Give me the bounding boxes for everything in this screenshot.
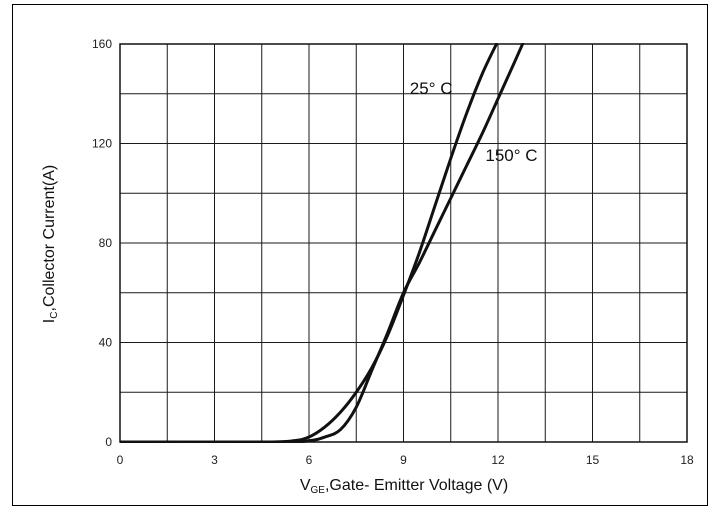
x-tick-label: 0 xyxy=(117,453,124,467)
y-tick-label: 80 xyxy=(99,236,113,250)
plot-border xyxy=(119,43,688,443)
x-tick-labels: 0 3 6 9 12 15 18 xyxy=(117,453,694,467)
y-tick-label: 40 xyxy=(99,336,113,350)
x-tick-label: 15 xyxy=(586,453,600,467)
x-tick-label: 18 xyxy=(680,453,694,467)
y-tick-labels: 0 40 80 120 160 xyxy=(92,37,112,449)
x-tick-label: 3 xyxy=(211,453,218,467)
y-tick-label: 0 xyxy=(105,435,112,449)
y-tick-label: 160 xyxy=(92,37,112,51)
y-tick-label: 120 xyxy=(92,137,112,151)
x-tick-label: 6 xyxy=(306,453,313,467)
annotations: 25° C 150° C xyxy=(410,79,538,165)
x-axis-label: VGE,Gate- Emitter Voltage (V) xyxy=(300,477,508,496)
series-annotation-1: 150° C xyxy=(485,146,537,165)
series-annotation-0: 25° C xyxy=(410,79,453,98)
series-lines xyxy=(120,43,525,443)
x-tick-label: 9 xyxy=(400,453,407,467)
x-tick-label: 12 xyxy=(491,453,505,467)
grid xyxy=(119,43,688,443)
y-axis-label: IC,Collector Current(A) xyxy=(41,165,60,323)
series-line-1 xyxy=(120,43,525,443)
